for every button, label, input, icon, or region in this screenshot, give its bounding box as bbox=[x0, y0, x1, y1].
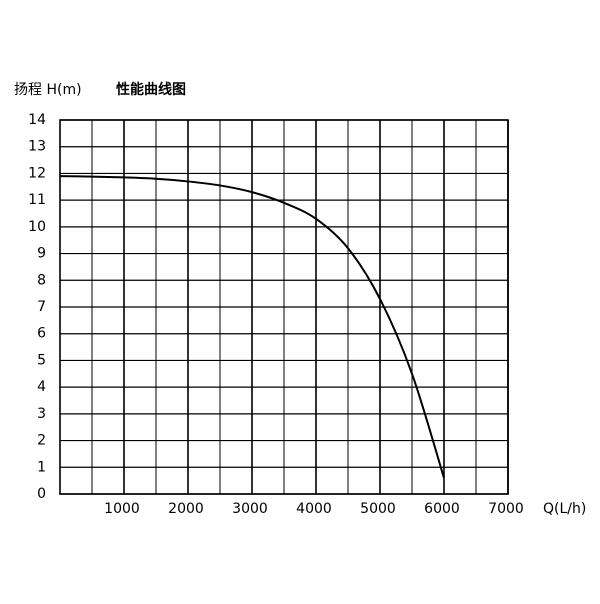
y-tick-label: 7 bbox=[37, 299, 46, 315]
y-tick-label: 11 bbox=[28, 192, 46, 208]
y-tick-label: 1 bbox=[37, 459, 46, 475]
y-tick-label: 4 bbox=[37, 379, 46, 395]
y-tick-label: 12 bbox=[28, 165, 46, 181]
y-tick-label: 2 bbox=[37, 433, 46, 449]
x-tick-label: 5000 bbox=[360, 501, 396, 517]
y-tick-label: 14 bbox=[28, 112, 46, 128]
x-tick-label: 2000 bbox=[168, 501, 204, 517]
y-tick-label: 10 bbox=[28, 219, 46, 235]
x-axis-label: Q(L/h) bbox=[543, 501, 586, 517]
y-tick-label: 6 bbox=[37, 326, 46, 342]
y-axis-label: 扬程 H(m) bbox=[14, 82, 82, 98]
y-tick-label: 8 bbox=[37, 272, 46, 288]
x-tick-label: 4000 bbox=[296, 501, 332, 517]
x-tick-label: 6000 bbox=[424, 501, 460, 517]
x-tick-label: 3000 bbox=[232, 501, 268, 517]
x-tick-label: 7000 bbox=[488, 501, 524, 517]
plot-frame bbox=[59, 119, 509, 495]
y-tick-label: 9 bbox=[37, 246, 46, 262]
y-tick-label: 5 bbox=[37, 352, 46, 368]
performance-curve bbox=[59, 175, 445, 479]
y-tick-label: 3 bbox=[37, 406, 46, 422]
chart-title: 性能曲线图 bbox=[116, 81, 186, 98]
x-tick-label: 1000 bbox=[104, 501, 140, 517]
y-tick-label: 13 bbox=[28, 139, 46, 155]
y-tick-label: 0 bbox=[37, 486, 46, 502]
